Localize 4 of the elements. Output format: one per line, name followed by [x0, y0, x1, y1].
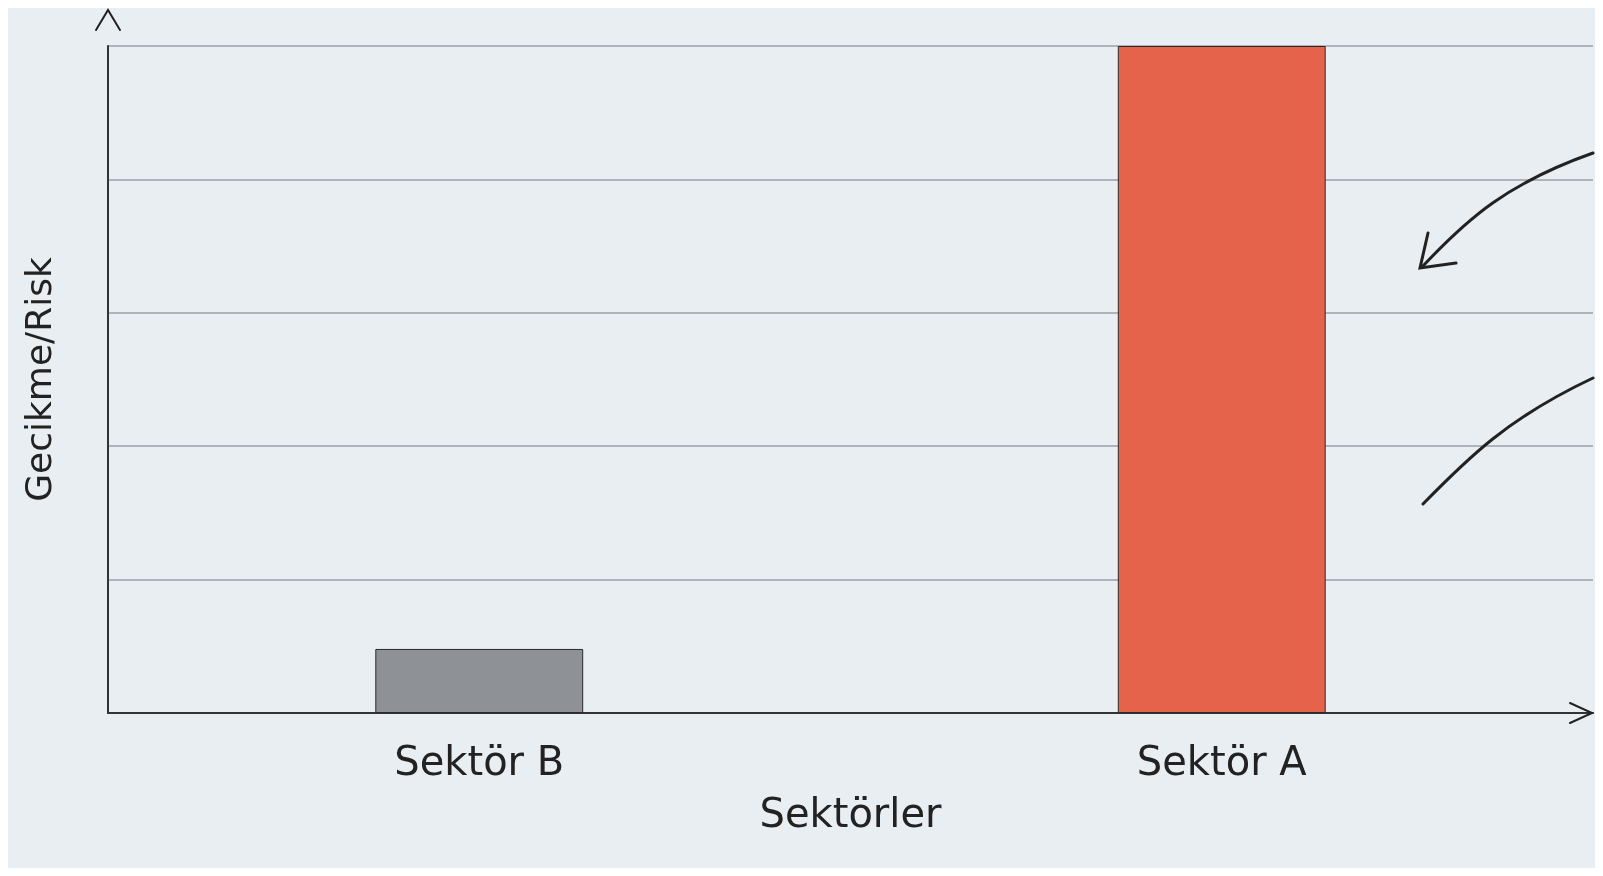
- x-tick-label: Sektör A: [1136, 738, 1308, 784]
- x-tick-label: Sektör B: [394, 738, 565, 784]
- x-axis-title: Sektörler: [759, 790, 943, 836]
- y-axis-title: Gecikme/Risk: [17, 257, 59, 502]
